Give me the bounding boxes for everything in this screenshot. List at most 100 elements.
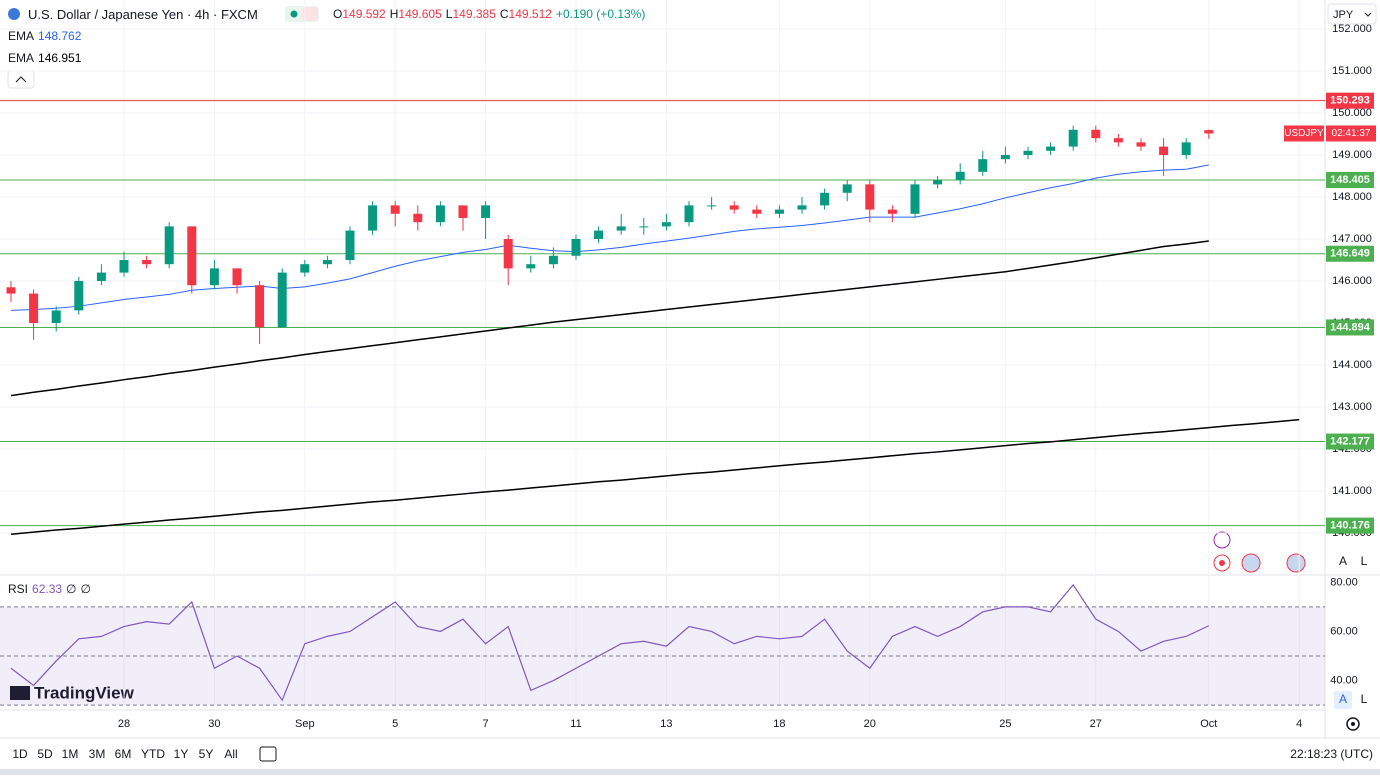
range-button[interactable]: YTD <box>141 747 165 761</box>
candle-body <box>933 180 943 185</box>
y-tick-label: 141.000 <box>1332 485 1372 497</box>
candle-body <box>503 238 513 269</box>
candle-body <box>887 209 897 214</box>
settings-icon[interactable] <box>1346 717 1360 731</box>
ohlc-value: 149.512 <box>508 7 552 21</box>
countdown-label: 02:41:37 <box>1332 128 1371 139</box>
flag-icon <box>8 8 20 20</box>
candle-body <box>413 213 423 223</box>
candle-body <box>842 184 852 193</box>
range-button[interactable]: 5D <box>37 747 53 761</box>
ohlc-change: +0.190 (+0.13%) <box>555 7 646 21</box>
candle-body <box>74 280 84 311</box>
candle-body <box>1000 154 1010 160</box>
candle-body <box>6 287 16 294</box>
range-button[interactable]: 1M <box>62 747 79 761</box>
candle-body <box>1046 146 1056 151</box>
x-tick-label: 5 <box>392 718 398 730</box>
y-tick-label: 150.000 <box>1332 107 1372 119</box>
candle-body <box>435 205 445 223</box>
symbol-tag <box>1284 125 1324 142</box>
candle-body <box>1181 142 1191 155</box>
scale-button[interactable]: L <box>1361 692 1368 706</box>
symbol-tag-label: USDJPY <box>1284 128 1324 139</box>
ohlc-key: H <box>389 7 399 21</box>
y-tick-label: 147.000 <box>1332 233 1372 245</box>
candle-body <box>300 264 310 273</box>
y-tick-label: 146.000 <box>1332 275 1372 287</box>
legend-main: U.S. Dollar / Japanese Yen · 4h · FXCM <box>28 7 258 22</box>
candle-body <box>481 205 491 218</box>
candle-body <box>729 205 739 210</box>
x-tick-label: 20 <box>864 718 876 730</box>
candle-body <box>255 285 265 328</box>
x-tick-label: Oct <box>1200 718 1217 730</box>
ema-line <box>10 418 1300 536</box>
ohlc-key: C <box>499 7 509 21</box>
candle-body <box>1159 146 1169 155</box>
range-button[interactable]: 6M <box>115 747 132 761</box>
status-dot <box>290 10 298 18</box>
ohlc-value: 149.385 <box>452 7 496 21</box>
range-button[interactable]: 1Y <box>174 747 189 761</box>
candle-body <box>707 205 717 207</box>
scale-button[interactable]: A <box>1339 554 1347 568</box>
x-tick-label: 11 <box>570 718 581 730</box>
candle-body <box>910 184 920 214</box>
event-flag[interactable] <box>1241 553 1261 573</box>
candle-body <box>661 222 671 227</box>
scale-button[interactable]: A <box>1339 692 1347 706</box>
y-tick-label: 152.000 <box>1332 23 1372 35</box>
logo-text: TradingView <box>34 683 135 702</box>
range-button[interactable]: All <box>224 747 237 761</box>
countdown-tag <box>1326 125 1376 142</box>
level-tag <box>1326 433 1374 450</box>
symbol-title: U.S. Dollar / Japanese Yen · 4h · FXCM <box>28 7 258 22</box>
candle-body <box>187 226 197 286</box>
range-button[interactable]: 5Y <box>199 747 214 761</box>
dropdown-arrow <box>1364 12 1372 17</box>
ohlc-key: O <box>333 7 343 21</box>
ohlc-item: C149.512 <box>500 7 552 21</box>
rsi-line <box>10 583 1210 702</box>
calendar-icon[interactable] <box>259 746 277 762</box>
candle-body <box>639 226 649 228</box>
clock[interactable]: 22:18:23 (UTC) <box>1290 747 1373 761</box>
candle-body <box>594 230 604 239</box>
candle-body <box>390 205 400 214</box>
x-tick-label: 18 <box>773 718 785 730</box>
y-tick-label: 60.00 <box>1330 625 1358 637</box>
scale-button[interactable]: L <box>1361 554 1368 568</box>
y-tick-label: 148.000 <box>1332 191 1372 203</box>
collapse-button[interactable] <box>7 70 35 89</box>
event-flag[interactable] <box>1286 553 1306 573</box>
candle-body <box>526 264 536 269</box>
level-tag <box>1326 171 1374 188</box>
candle-body <box>1204 130 1214 134</box>
level-label: 140.176 <box>1330 520 1370 532</box>
status-icon <box>302 7 318 21</box>
ema-line <box>10 240 1209 397</box>
x-tick-label: 7 <box>483 718 489 730</box>
level-tag <box>1326 245 1374 262</box>
ohlc-legend: O149.592 H149.605 L149.385 C149.512 +0.190 (… <box>333 7 645 21</box>
level-tag <box>1326 517 1374 534</box>
candle-body <box>51 310 61 323</box>
logo-mark <box>10 686 30 700</box>
x-tick-label: 4 <box>1296 718 1302 730</box>
level-label: 142.177 <box>1330 435 1370 447</box>
level-label: 148.405 <box>1330 174 1370 186</box>
currency-select[interactable] <box>1327 3 1377 25</box>
ohlc-value: 149.605 <box>398 7 442 21</box>
rsi-value: 62.33 <box>32 582 63 596</box>
collapse-icon <box>15 76 27 83</box>
candle-body <box>955 171 965 181</box>
level-tag <box>1326 92 1374 109</box>
candle-body <box>458 205 468 218</box>
range-button[interactable]: 1D <box>12 747 28 761</box>
range-button[interactable]: 3M <box>89 747 106 761</box>
event-icon[interactable] <box>1213 531 1231 549</box>
candle-body <box>277 272 287 328</box>
y-tick-label: 80.00 <box>1330 576 1358 588</box>
